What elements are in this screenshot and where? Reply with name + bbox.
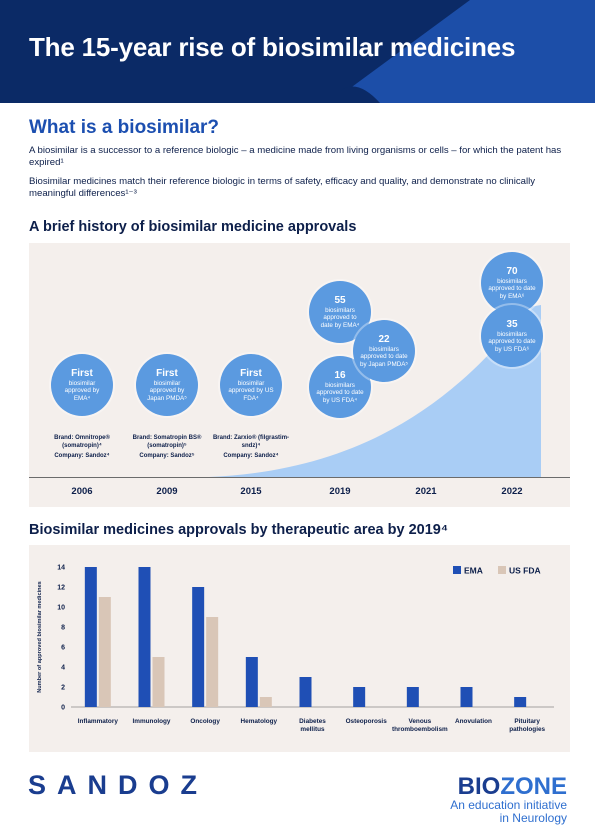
y-tick-label: 14 <box>57 565 65 572</box>
bubble-text: biosimilar approved by US FDA⁴ <box>228 380 274 402</box>
bar-chart: Number of approved biosimilar medicines 0… <box>37 565 554 733</box>
bubble-text: biosimilars approved to date by US FDA⁶ <box>488 331 536 353</box>
y-tick-label: 8 <box>61 625 65 632</box>
bar-ema <box>192 587 205 707</box>
biozone-wordmark: BIOZONE <box>450 775 567 799</box>
x-tick-label: Diabetes <box>299 718 326 725</box>
bar-us-fda <box>259 697 272 707</box>
bar-ema <box>138 567 151 707</box>
brand-company: Company: Sandoz⁴ <box>223 453 279 459</box>
bubble-text: biosimilars approved to date by US FDA⁴ <box>316 382 364 404</box>
year-label: 2006 <box>71 486 93 497</box>
bubble-number: 70 <box>506 266 518 278</box>
chart-heading: Biosimilar medicines approvals by therap… <box>29 522 448 538</box>
brand-company: Company: Sandoz⁵ <box>139 453 195 459</box>
year-label: 2009 <box>156 486 178 497</box>
x-tick-label: Hematology <box>241 718 278 725</box>
intro-heading: What is a biosimilar? <box>29 117 220 138</box>
brand-name: Brand: Omnitrope® (somatropin)⁴ <box>54 435 110 449</box>
x-tick-label: Anovulation <box>455 718 492 725</box>
bar-us-fda <box>152 657 165 707</box>
bubble-number: 35 <box>506 319 518 331</box>
year-label: 2015 <box>240 486 262 497</box>
bubble-2006-ema: First biosimilar approved by EMA⁴ <box>51 354 113 416</box>
timeline-axis <box>29 477 570 478</box>
bar-us-fda <box>206 617 219 707</box>
x-tick-label: Inflammatory <box>78 718 119 725</box>
x-tick-label: thromboembolism <box>392 726 448 733</box>
legend-label: EMA <box>464 566 483 576</box>
year-label: 2019 <box>329 486 351 497</box>
bubble-number: First <box>156 368 178 380</box>
x-tick-label: Venous <box>408 718 431 725</box>
bubble-text: biosimilars approved to date by EMA⁶ <box>488 278 536 300</box>
sandoz-logo: SANDOZ <box>28 770 208 800</box>
legend-swatch <box>498 566 506 574</box>
year-label: 2022 <box>501 486 523 497</box>
brand-company: Company: Sandoz⁴ <box>54 453 110 459</box>
growth-area <box>209 305 541 477</box>
bar-ema <box>406 687 419 707</box>
bar-ema <box>514 697 527 707</box>
bubble-number: 55 <box>334 295 346 307</box>
x-tick-label: Oncology <box>190 718 220 725</box>
y-tick-label: 0 <box>61 705 65 712</box>
bubble-text: biosimilar approved by EMA⁴ <box>64 380 100 402</box>
bar-ema <box>245 657 258 707</box>
timeline-panel <box>29 243 570 507</box>
bar-us-fda <box>98 597 111 707</box>
bar-ema <box>299 677 312 707</box>
intro-paragraph-2: Biosimilar medicines match their referen… <box>29 176 536 199</box>
y-tick-label: 10 <box>57 605 65 612</box>
y-axis-label: Number of approved biosimilar medicines <box>37 581 43 693</box>
header-decoration <box>330 0 595 103</box>
bubble-text: biosimilars approved to date by Japan PM… <box>359 346 409 368</box>
y-tick-label: 6 <box>61 645 65 652</box>
x-tick-label: pathologies <box>509 726 545 733</box>
bar-ema <box>84 567 97 707</box>
x-tick-label: Osteoporosis <box>346 718 388 725</box>
bubble-number: First <box>71 368 93 380</box>
bubble-2022-fda: 35 biosimilars approved to date by US FD… <box>481 305 543 367</box>
bubble-number: 22 <box>378 334 390 346</box>
x-tick-label: Immunology <box>133 718 171 725</box>
y-tick-label: 4 <box>61 665 65 672</box>
chart-panel: Number of approved biosimilar medicines 0… <box>29 545 570 752</box>
biozone-tagline-1: An education initiative <box>450 798 567 812</box>
brand-name: Brand: Zarxio® (filgrastim-sndz)⁴ <box>212 435 290 449</box>
legend-label: US FDA <box>509 566 541 576</box>
bubble-text: biosimilar approved by Japan PMDA⁵ <box>147 380 187 402</box>
legend-swatch <box>453 566 461 574</box>
y-tick-label: 2 <box>61 685 65 692</box>
biozone-logo: BIOZONE An education initiative in Neuro… <box>450 775 567 825</box>
bubble-2015-fda: First biosimilar approved by US FDA⁴ <box>220 354 282 416</box>
bubble-2022-ema: 70 biosimilars approved to date by EMA⁶ <box>481 252 543 314</box>
biozone-bio: BIO <box>457 773 501 800</box>
brand-name: Brand: Somatropin BS® (somatropin)⁵ <box>132 435 202 449</box>
biozone-tagline-2: in Neurology <box>499 811 567 825</box>
bubble-text: biosimilars approved to date by EMA⁴ <box>320 307 360 329</box>
timeline-heading: A brief history of biosimilar medicine a… <box>29 219 357 235</box>
x-tick-label: mellitus <box>300 726 325 733</box>
brand-2015: Brand: Zarxio® (filgrastim-sndz)⁴ Compan… <box>206 435 296 461</box>
page-title: The 15-year rise of biosimilar medicines <box>29 32 516 62</box>
y-tick-label: 12 <box>57 585 65 592</box>
bubble-2009-pmda: First biosimilar approved by Japan PMDA⁵ <box>136 354 198 416</box>
brand-2009: Brand: Somatropin BS® (somatropin)⁵ Comp… <box>122 435 212 461</box>
brand-2006: Brand: Omnitrope® (somatropin)⁴ Company:… <box>37 435 127 461</box>
bubble-number: First <box>240 368 262 380</box>
bar-ema <box>353 687 366 707</box>
x-tick-label: Pituitary <box>514 718 540 725</box>
year-label: 2021 <box>415 486 437 497</box>
biozone-zone: ZONE <box>500 773 567 800</box>
intro-paragraph-1: A biosimilar is a successor to a referen… <box>29 145 562 168</box>
page-header: The 15-year rise of biosimilar medicines <box>0 0 595 103</box>
bubble-number: 16 <box>334 370 346 382</box>
bubble-2021-pmda: 22 biosimilars approved to date by Japan… <box>353 320 415 382</box>
bar-ema <box>460 687 473 707</box>
